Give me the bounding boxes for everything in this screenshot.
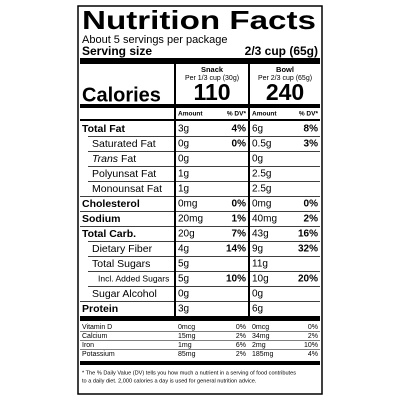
daily-value: 2% [304, 214, 319, 225]
row-label: Incl. Added Sugars [98, 273, 169, 283]
vitamin-dv: 2% [308, 333, 318, 340]
row-label: Total Fat [82, 123, 125, 135]
vitamin-dv: 10% [304, 342, 318, 349]
daily-value: 1% [232, 214, 247, 225]
thick-rule [80, 58, 320, 64]
thick-rule [80, 316, 320, 321]
amount: 0mg [252, 199, 271, 210]
amount: 1g [178, 184, 189, 195]
vitamin-amount: 85mg [178, 351, 196, 358]
title: Nutrition Facts [82, 5, 316, 35]
amount: 3g [178, 124, 189, 135]
amount: 0g [178, 154, 189, 165]
column-serving: Per 1/3 cup (30g) [185, 75, 239, 82]
dv-header: % DV* [299, 111, 319, 118]
amount: 6g [252, 124, 263, 135]
amount: 11g [252, 259, 268, 270]
amount: 0g [252, 289, 263, 300]
daily-value: 10% [226, 274, 246, 285]
calories-label: Calories [82, 84, 161, 106]
vitamin-dv: 4% [308, 351, 318, 358]
label-border [77, 5, 323, 395]
row-label-text: Fat [121, 153, 136, 165]
vitamin-dv: 2% [236, 333, 246, 340]
row-label: Sugar Alcohol [92, 288, 157, 300]
vitamin-amount: 0mcg [178, 324, 195, 331]
row-label: Cholesterol [82, 198, 140, 210]
serving-size: 2/3 cup (65g) [245, 44, 318, 58]
daily-value: 8% [304, 124, 319, 135]
rule [80, 104, 320, 108]
calories-value: 240 [266, 79, 304, 105]
row-label: Total Carb. [82, 228, 136, 240]
amount: 20mg [178, 214, 203, 225]
daily-value: 16% [298, 229, 318, 240]
vitamin-dv: 6% [236, 342, 246, 349]
daily-value: 32% [298, 244, 318, 255]
daily-value: 14% [226, 244, 246, 255]
daily-value: 7% [232, 229, 247, 240]
daily-value: 0% [304, 199, 319, 210]
servings: About 5 servings per package [82, 34, 228, 46]
amount-header: Amount [252, 111, 277, 118]
column-name: Snack [201, 65, 224, 74]
daily-value: 0% [232, 199, 247, 210]
row-label: Sodium [82, 213, 121, 225]
amount: 5g [178, 274, 189, 285]
amount: 2.5g [252, 169, 271, 180]
row-label: Polyunsat Fat [92, 168, 156, 180]
vitamin-label: Vitamin D [82, 324, 112, 331]
serving-size-label: Serving size [82, 44, 152, 58]
amount: 0mg [178, 199, 197, 210]
daily-value: 3% [304, 139, 319, 150]
amount: 0g [252, 154, 263, 165]
vitamin-label: Calcium [82, 333, 107, 340]
daily-value: 20% [298, 274, 318, 285]
vitamin-dv: 0% [236, 324, 246, 331]
amount: 5g [178, 259, 189, 270]
daily-value: 4% [232, 124, 247, 135]
amount: 1g [178, 169, 189, 180]
amount: 9g [252, 244, 263, 255]
row-label: Protein [82, 303, 118, 315]
vitamin-dv: 2% [236, 351, 246, 358]
column-serving: Per 2/3 cup (65g) [258, 75, 312, 82]
rule [80, 119, 320, 121]
vitamin-amount: 0mcg [252, 324, 269, 331]
footnote: to a daily diet. 2,000 calories a day is… [82, 378, 257, 384]
vitamin-dv: 0% [308, 324, 318, 331]
amount-header: Amount [178, 111, 203, 118]
row-label: Dietary Fiber [92, 243, 153, 255]
amount: 0g [178, 139, 189, 150]
calories-value: 110 [193, 79, 230, 105]
amount: 3g [178, 304, 189, 315]
amount: 43g [252, 229, 269, 240]
rule [80, 361, 320, 365]
amount: 20g [178, 229, 195, 240]
vitamin-amount: 34mg [252, 333, 270, 340]
daily-value: 0% [232, 139, 247, 150]
amount: 10g [252, 274, 269, 285]
amount: 4g [178, 244, 189, 255]
vitamin-amount: 2mg [252, 342, 266, 349]
vitamin-label: Potassium [82, 351, 115, 358]
amount: 0g [178, 289, 189, 300]
row-label-prefix: Trans [92, 153, 119, 165]
row-label: Monounsat Fat [92, 183, 162, 195]
footnote: * The % Daily Value (DV) tells you how m… [82, 370, 296, 376]
vitamin-amount: 185mg [252, 351, 274, 358]
amount: 2.5g [252, 184, 271, 195]
vitamin-label: Iron [82, 342, 94, 349]
vitamin-amount: 15mg [178, 333, 196, 340]
row-label: Saturated Fat [92, 138, 156, 150]
amount: 0.5g [252, 139, 271, 150]
dv-header: % DV* [227, 111, 247, 118]
vitamin-amount: 1mg [178, 342, 192, 349]
amount: 40mg [252, 214, 277, 225]
amount: 6g [252, 304, 263, 315]
row-label: Total Sugars [92, 258, 150, 270]
column-name: Bowl [276, 65, 294, 74]
row-label: Trans Fat [92, 153, 136, 165]
